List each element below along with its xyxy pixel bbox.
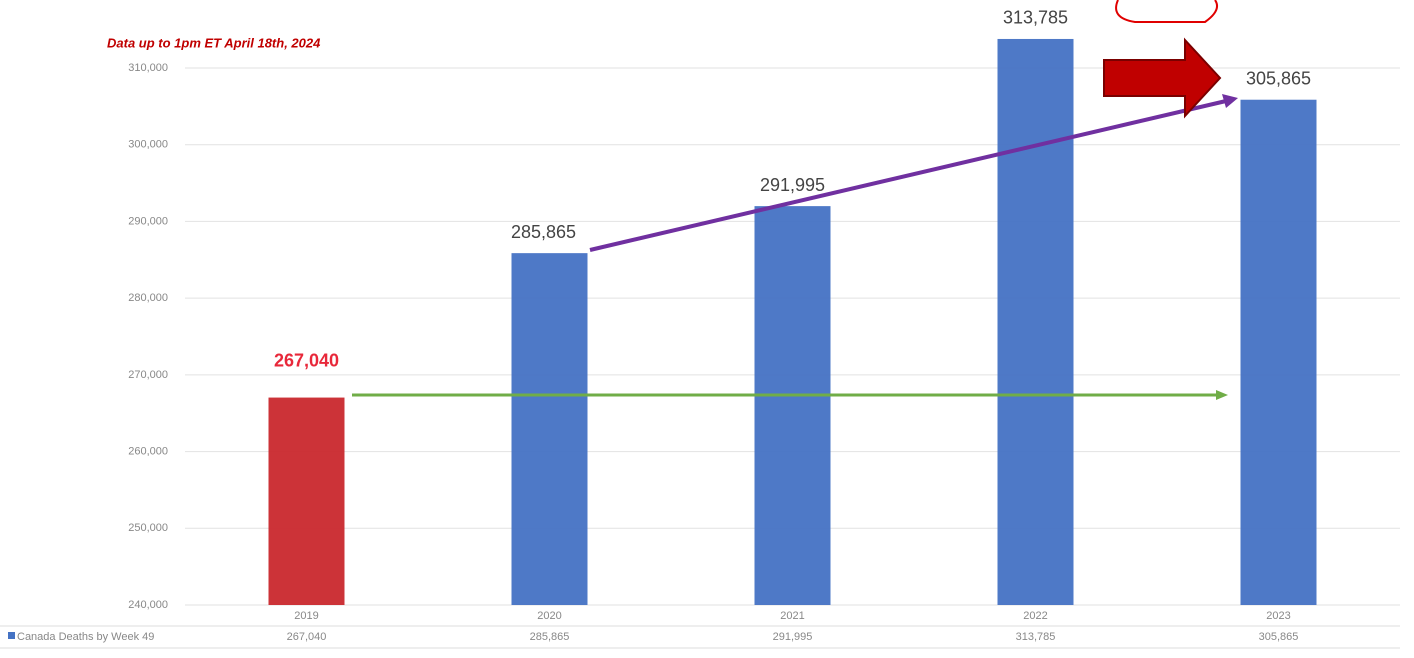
table-value: 313,785 <box>1016 631 1056 643</box>
table-value: 305,865 <box>1259 631 1299 643</box>
legend-swatch <box>8 632 15 639</box>
y-tick-label: 270,000 <box>128 369 168 381</box>
y-tick-label: 310,000 <box>128 62 168 74</box>
table-value: 267,040 <box>287 631 327 643</box>
plot-area: 240,000 250,000 260,000 270,000 280,000 290,0… <box>0 8 1400 649</box>
x-tick-label: 2020 <box>537 610 561 622</box>
data-label: 305,865 <box>1246 68 1311 88</box>
arrow-head <box>1216 390 1228 400</box>
table-value: 291,995 <box>773 631 813 643</box>
x-tick-label: 2023 <box>1266 610 1290 622</box>
y-tick-label: 280,000 <box>128 292 168 304</box>
x-tick-label: 2019 <box>294 610 318 622</box>
bar <box>1240 99 1317 605</box>
bar <box>268 397 345 605</box>
table-value: 285,865 <box>530 631 570 643</box>
annotation: Data up to 1pm ET April 18th, 2024 <box>107 35 321 50</box>
y-tick-label: 300,000 <box>128 139 168 151</box>
x-tick-label: 2021 <box>780 610 804 622</box>
trend-arrow <box>589 99 1227 252</box>
bar <box>511 253 588 605</box>
doodle <box>1115 0 1218 23</box>
data-label: 267,040 <box>274 350 339 370</box>
bar <box>997 38 1074 606</box>
data-label: 285,865 <box>511 222 576 242</box>
data-label: 313,785 <box>1003 8 1068 28</box>
data-label: 291,995 <box>760 175 825 195</box>
y-tick-label: 290,000 <box>128 215 168 227</box>
bar <box>754 206 831 605</box>
y-tick-label: 250,000 <box>128 522 168 534</box>
legend-label: Canada Deaths by Week 49 <box>17 631 154 643</box>
red-arrow <box>1103 37 1222 119</box>
x-tick-label: 2022 <box>1023 610 1047 622</box>
y-tick-label: 240,000 <box>128 599 168 611</box>
y-tick-label: 260,000 <box>128 445 168 457</box>
arrow-head <box>1222 94 1238 108</box>
